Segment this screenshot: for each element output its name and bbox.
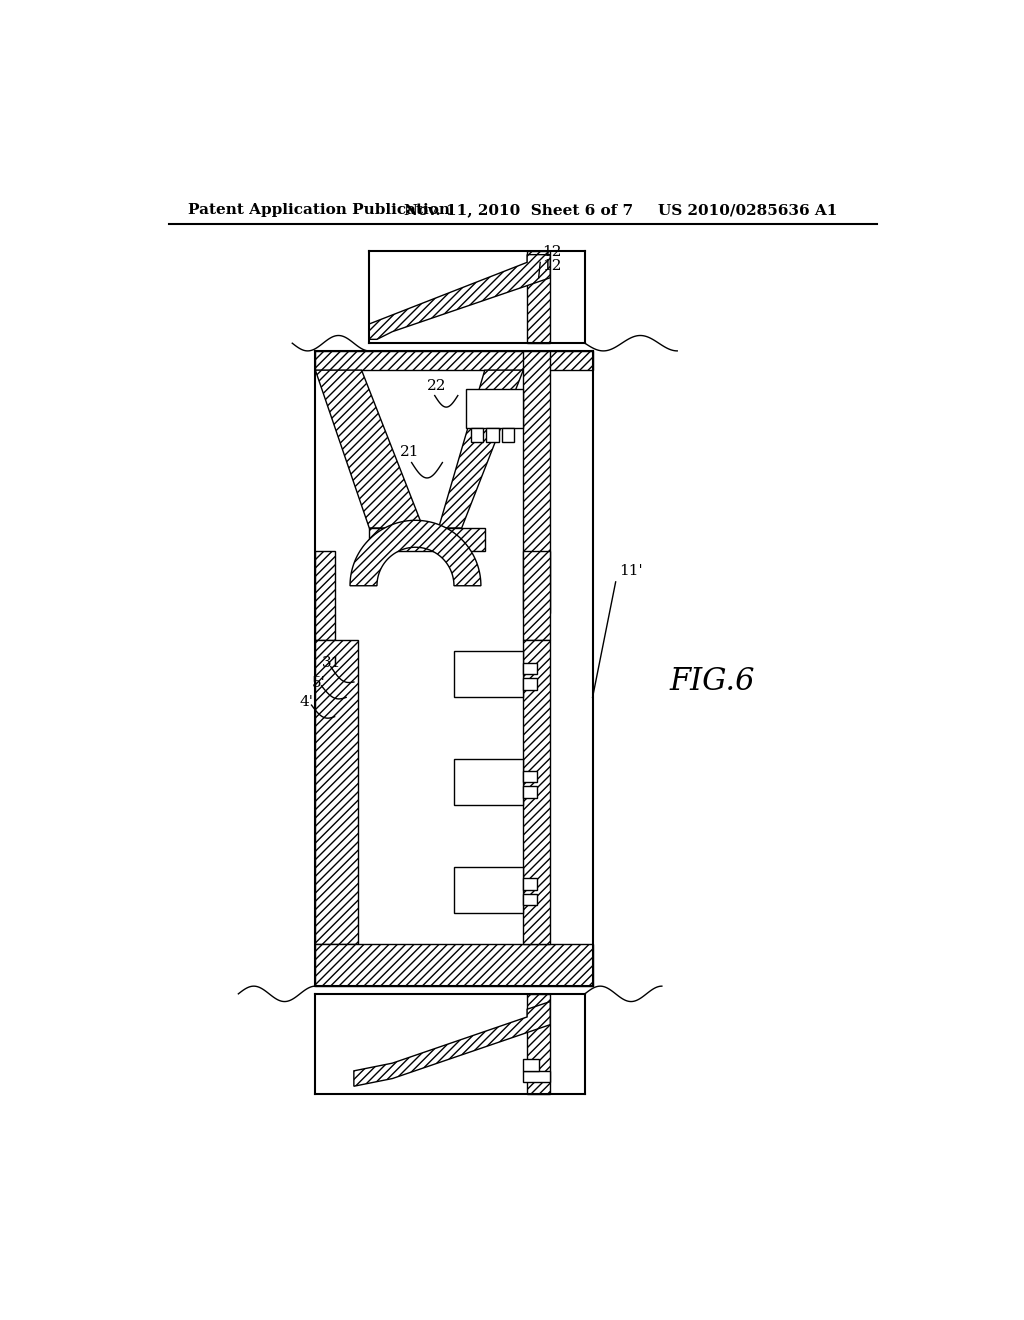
- Text: 12: 12: [543, 259, 562, 272]
- Polygon shape: [523, 771, 538, 781]
- Text: 31: 31: [322, 656, 341, 671]
- Polygon shape: [471, 428, 483, 442]
- Polygon shape: [527, 994, 550, 1094]
- Text: Patent Application Publication: Patent Application Publication: [188, 203, 451, 216]
- Polygon shape: [454, 867, 523, 913]
- Polygon shape: [315, 552, 335, 640]
- Polygon shape: [454, 759, 523, 805]
- Polygon shape: [523, 640, 550, 944]
- Polygon shape: [315, 640, 357, 944]
- Text: 12: 12: [543, 244, 562, 259]
- Polygon shape: [523, 552, 550, 640]
- Polygon shape: [523, 785, 538, 797]
- Polygon shape: [502, 428, 514, 442]
- Polygon shape: [527, 251, 550, 343]
- Polygon shape: [370, 255, 550, 339]
- Polygon shape: [315, 351, 593, 370]
- Polygon shape: [354, 1002, 550, 1086]
- Text: 21: 21: [400, 445, 420, 459]
- Polygon shape: [523, 351, 550, 612]
- Text: FIG.6: FIG.6: [670, 667, 755, 697]
- Polygon shape: [466, 389, 523, 428]
- Polygon shape: [523, 1071, 550, 1082]
- Polygon shape: [454, 651, 523, 697]
- Polygon shape: [350, 520, 481, 586]
- Text: 22: 22: [427, 379, 446, 393]
- Polygon shape: [315, 370, 423, 528]
- Polygon shape: [523, 1059, 539, 1071]
- Polygon shape: [523, 878, 538, 890]
- Text: 5': 5': [311, 676, 326, 689]
- Polygon shape: [523, 663, 538, 675]
- Polygon shape: [315, 944, 593, 986]
- Polygon shape: [523, 894, 538, 906]
- Text: 11': 11': [620, 564, 643, 578]
- Polygon shape: [486, 428, 499, 442]
- Polygon shape: [370, 528, 484, 552]
- Text: Nov. 11, 2010  Sheet 6 of 7: Nov. 11, 2010 Sheet 6 of 7: [403, 203, 633, 216]
- Text: US 2010/0285636 A1: US 2010/0285636 A1: [658, 203, 838, 216]
- Polygon shape: [438, 370, 523, 528]
- Text: 4': 4': [300, 694, 313, 709]
- Polygon shape: [523, 678, 538, 689]
